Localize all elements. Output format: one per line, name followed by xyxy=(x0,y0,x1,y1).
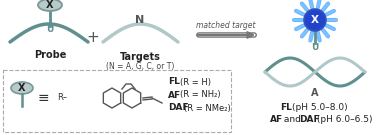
Text: and: and xyxy=(281,116,304,124)
Circle shape xyxy=(304,9,326,31)
Text: matched target: matched target xyxy=(196,21,256,31)
Text: Probe: Probe xyxy=(34,50,66,60)
Text: Targets: Targets xyxy=(119,52,160,62)
Text: DAF: DAF xyxy=(168,104,189,112)
Text: (N = A, G, C, or T): (N = A, G, C, or T) xyxy=(106,62,174,70)
Text: R–: R– xyxy=(57,94,67,102)
Text: X: X xyxy=(311,15,319,25)
Text: X: X xyxy=(46,0,54,10)
Text: AF: AF xyxy=(168,90,181,99)
Text: (pH 6.0–6.5): (pH 6.0–6.5) xyxy=(314,116,372,124)
Text: +: + xyxy=(87,31,99,45)
Text: X: X xyxy=(18,83,26,93)
Text: U: U xyxy=(311,43,319,53)
Text: DAF: DAF xyxy=(299,116,320,124)
Text: (R = NH₂): (R = NH₂) xyxy=(180,90,221,99)
Text: FL: FL xyxy=(168,77,180,87)
Text: FL: FL xyxy=(280,104,292,112)
Ellipse shape xyxy=(11,82,33,94)
Text: A: A xyxy=(311,88,319,98)
Text: U: U xyxy=(46,26,54,35)
Text: (R = H): (R = H) xyxy=(180,77,211,87)
Text: N: N xyxy=(135,15,145,25)
Text: ≡: ≡ xyxy=(37,91,49,105)
Text: (pH 5.0–8.0): (pH 5.0–8.0) xyxy=(292,104,348,112)
Ellipse shape xyxy=(38,0,62,11)
Text: AF: AF xyxy=(270,116,283,124)
FancyBboxPatch shape xyxy=(3,70,231,132)
Text: (R = NMe₂): (R = NMe₂) xyxy=(184,104,231,112)
